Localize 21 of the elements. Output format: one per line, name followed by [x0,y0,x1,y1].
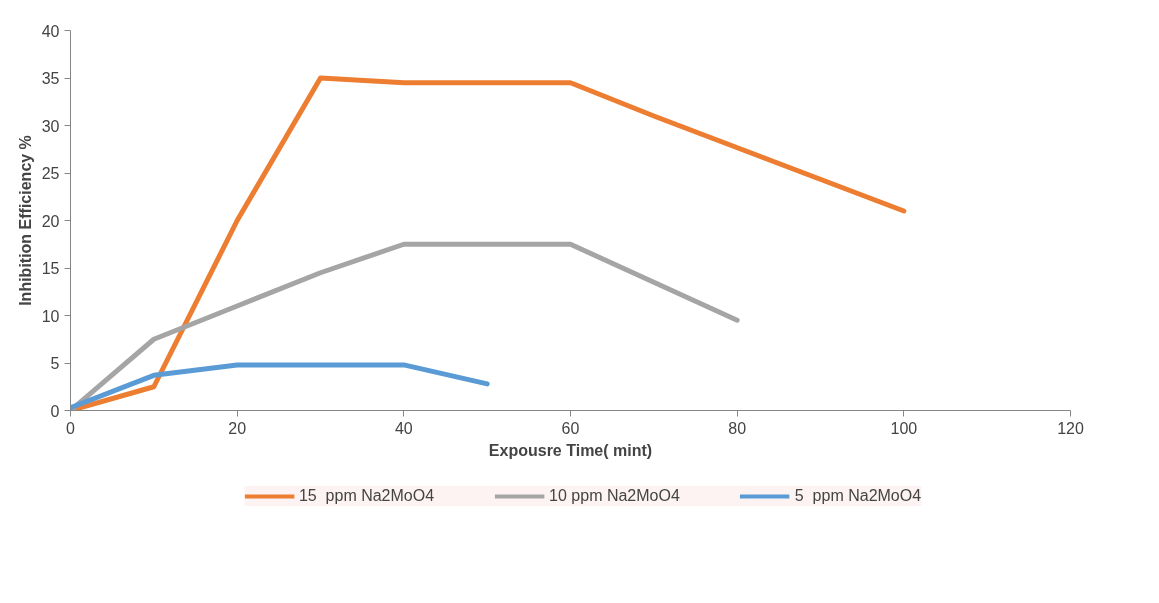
y-tick-label: 20 [41,212,60,230]
y-tick-label: 10 [41,307,60,325]
legend-label: 15 ppm Na2MoO4 [298,487,435,505]
y-tick-label: 35 [41,70,60,87]
x-axis-title: Expousre Time( mint) [488,441,653,459]
y-tick-label: 15 [41,260,60,277]
y-tick-label: 0 [50,402,60,420]
x-tick-label: 80 [728,419,747,437]
x-tick-label: 20 [228,419,247,437]
legend-label: 10 ppm Na2MoO4 [549,487,680,505]
y-tick-label: 30 [41,117,60,135]
x-tick-label: 60 [561,419,580,437]
x-tick-label: 100 [890,419,918,437]
x-tick-label: 120 [1057,419,1084,437]
x-tick-label: 0 [66,419,76,437]
legend-label: 5 ppm Na2MoO4 [794,487,922,505]
y-axis-title: Inhibition Efficiency % [16,135,34,306]
y-tick-label: 40 [41,22,60,40]
x-tick-label: 40 [394,419,413,437]
y-tick-label: 5 [50,355,60,372]
y-tick-label: 25 [41,165,60,182]
